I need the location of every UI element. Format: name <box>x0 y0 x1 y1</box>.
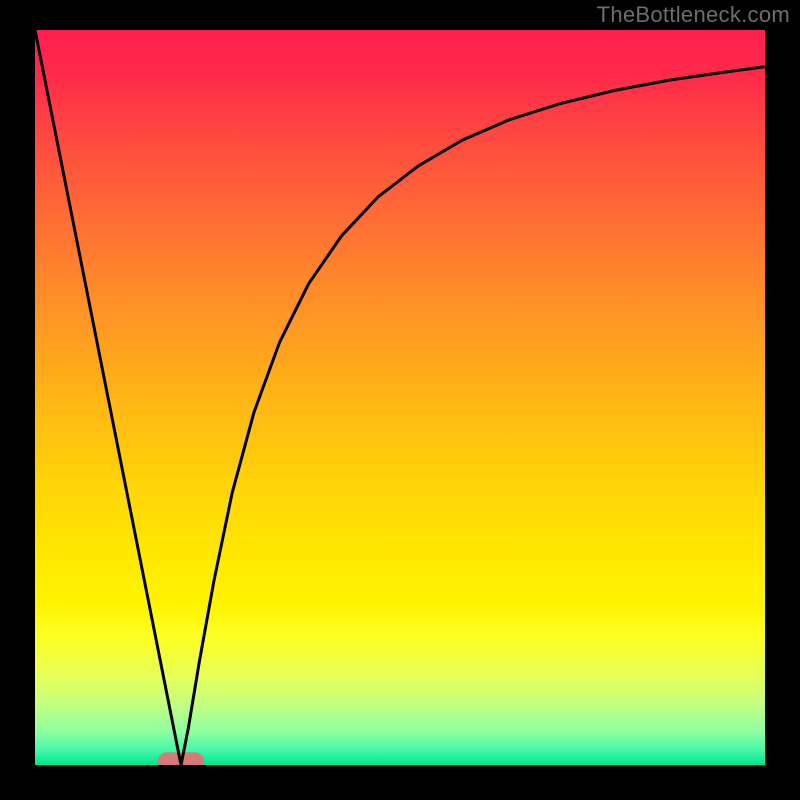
plot-svg <box>35 30 765 765</box>
figure-canvas: TheBottleneck.com <box>0 0 800 800</box>
watermark-text: TheBottleneck.com <box>597 2 790 28</box>
gradient-background <box>35 30 765 765</box>
plot-area <box>35 30 765 765</box>
